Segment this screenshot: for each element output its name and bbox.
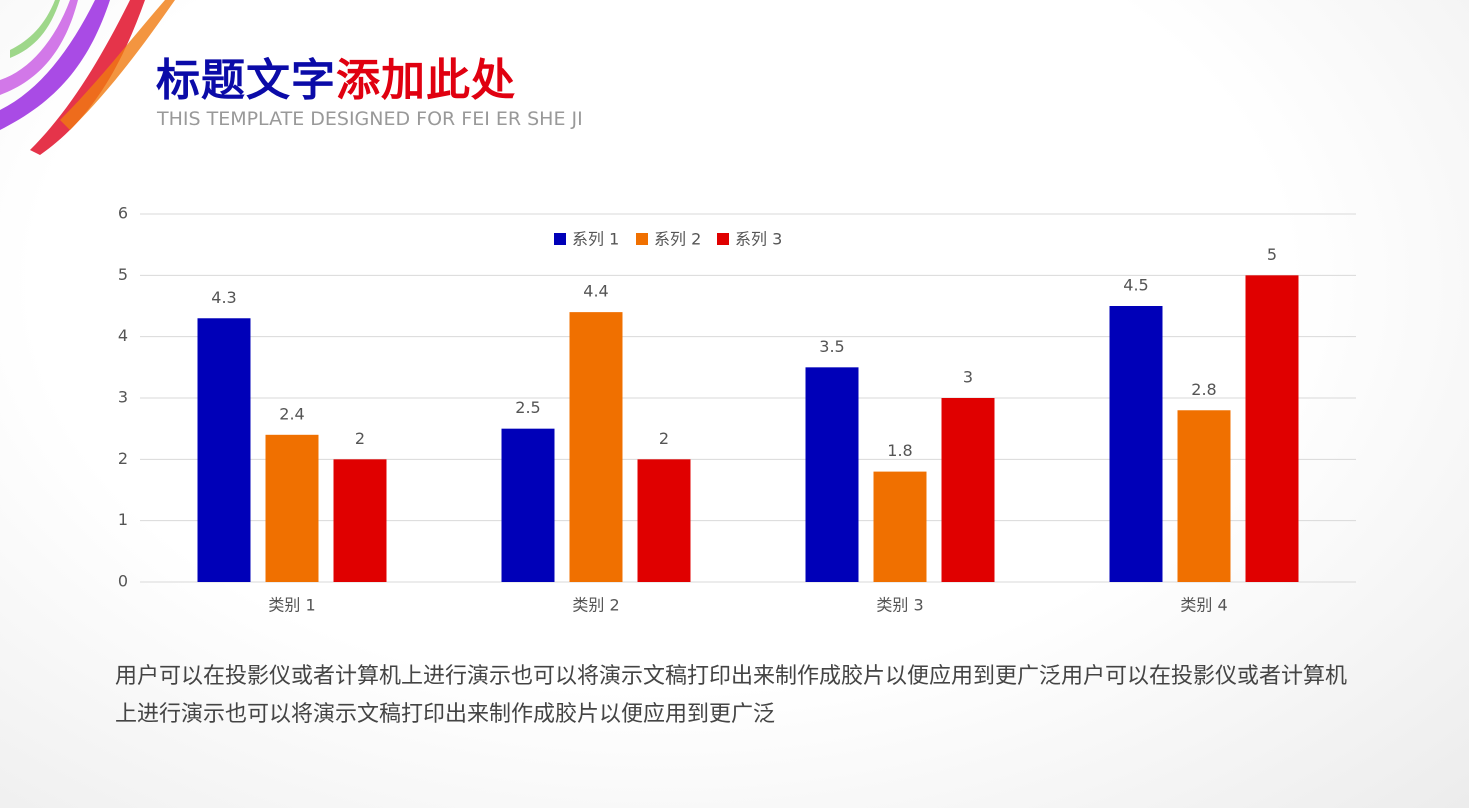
data-label: 2	[659, 429, 669, 448]
bar	[941, 398, 995, 582]
body-text: 用户可以在投影仪或者计算机上进行演示也可以将演示文稿打印出来制作成胶片以便应用到…	[115, 664, 1348, 727]
legend-label: 系列 1	[572, 230, 619, 249]
bar	[333, 459, 387, 582]
subtitle: THIS TEMPLATE DESIGNED FOR FEI ER SHE JI	[157, 108, 583, 130]
bar	[501, 428, 555, 582]
x-tick-label: 类别 3	[876, 596, 923, 615]
data-label: 2.8	[1191, 380, 1216, 399]
bar	[1109, 306, 1163, 582]
data-label: 1.8	[887, 441, 912, 460]
data-label: 2.4	[279, 404, 304, 423]
legend-swatch	[554, 233, 566, 245]
title: 标题文字添加此处	[156, 44, 516, 108]
bar	[805, 367, 859, 582]
y-tick-label: 0	[118, 572, 128, 591]
bar	[1245, 275, 1299, 582]
bar	[637, 459, 691, 582]
bar	[265, 434, 319, 582]
bar	[1177, 410, 1231, 582]
data-label: 4.5	[1123, 276, 1148, 295]
data-label: 3.5	[819, 337, 844, 356]
y-tick-label: 5	[118, 265, 128, 284]
title-red: 添加此处	[336, 55, 516, 106]
y-tick-label: 1	[118, 510, 128, 529]
data-label: 3	[963, 368, 973, 387]
y-tick-label: 4	[118, 326, 128, 345]
legend-label: 系列 2	[654, 230, 701, 249]
data-label: 4.4	[583, 282, 608, 301]
data-label: 5	[1267, 245, 1277, 264]
legend-swatch	[636, 233, 648, 245]
data-label: 4.3	[211, 288, 236, 307]
bar	[197, 318, 251, 582]
bar	[873, 471, 927, 582]
legend-swatch	[717, 233, 729, 245]
chart: 0 1 2 3 4 5 6 系列 1 系列 2 系列 3 类别 1 4.3 2.4 2 类别 2 2.5 4.4…	[118, 204, 1356, 615]
x-tick-label: 类别 4	[1180, 596, 1227, 615]
y-tick-label: 2	[118, 449, 128, 468]
brush-decoration	[0, 0, 175, 155]
data-label: 2	[355, 429, 365, 448]
title-blue: 标题文字	[156, 55, 336, 106]
data-label: 2.5	[515, 398, 540, 417]
x-tick-label: 类别 1	[268, 596, 315, 615]
legend-label: 系列 3	[735, 230, 782, 249]
y-tick-label: 6	[118, 204, 128, 223]
x-tick-label: 类别 2	[572, 596, 619, 615]
bar	[569, 312, 623, 582]
y-tick-label: 3	[118, 388, 128, 407]
